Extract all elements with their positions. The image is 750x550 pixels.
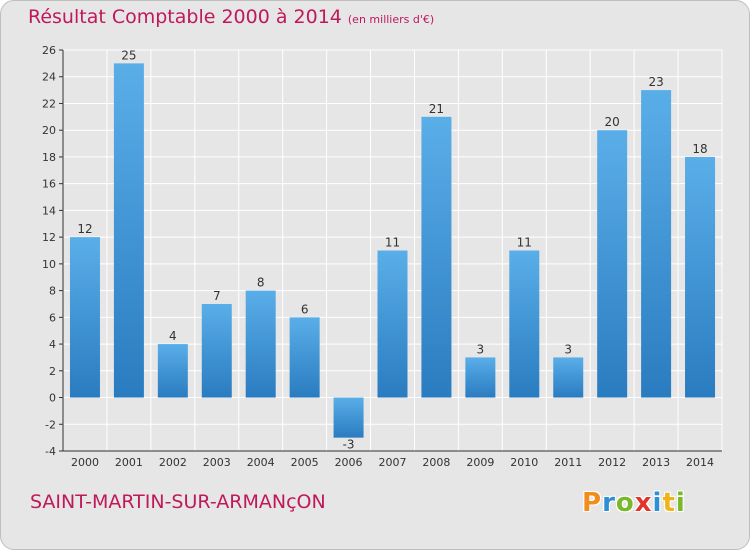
y-tick-label: -2 bbox=[45, 418, 56, 431]
x-tick-label: 2009 bbox=[466, 456, 494, 469]
x-tick-label: 2000 bbox=[71, 456, 99, 469]
value-label: 8 bbox=[257, 276, 265, 290]
value-label: 11 bbox=[517, 236, 532, 250]
y-tick-label: 14 bbox=[42, 204, 56, 217]
y-tick-label: 24 bbox=[42, 71, 56, 84]
y-tick: 10 bbox=[42, 258, 63, 271]
y-tick-label: 0 bbox=[49, 392, 56, 405]
y-tick-label: 16 bbox=[42, 178, 56, 191]
value-label: 4 bbox=[169, 329, 177, 343]
y-tick: -2 bbox=[45, 418, 63, 431]
x-tick-label: 2011 bbox=[554, 456, 582, 469]
x-tick-label: 2012 bbox=[598, 456, 626, 469]
y-tick: 24 bbox=[42, 71, 63, 84]
bar-2004 bbox=[245, 290, 276, 398]
y-tick-label: 18 bbox=[42, 151, 56, 164]
bar-2013 bbox=[641, 90, 672, 398]
y-tick-label: 4 bbox=[49, 338, 56, 351]
value-label: 7 bbox=[213, 289, 221, 303]
value-label: 18 bbox=[692, 142, 707, 156]
y-tick-label: 6 bbox=[49, 311, 56, 324]
bar-2002 bbox=[157, 344, 188, 398]
bar-2005 bbox=[289, 317, 320, 398]
x-tick-label: 2001 bbox=[115, 456, 143, 469]
value-label: 11 bbox=[385, 236, 400, 250]
x-tick-label: 2003 bbox=[203, 456, 231, 469]
logo-letter: i bbox=[652, 488, 663, 518]
bar-2003 bbox=[201, 303, 232, 398]
bar-2001 bbox=[113, 63, 144, 398]
value-label: 3 bbox=[477, 342, 485, 356]
y-tick: 14 bbox=[42, 204, 63, 217]
y-tick: 18 bbox=[42, 151, 63, 164]
logo-letter: x bbox=[634, 488, 653, 518]
y-tick: 26 bbox=[42, 44, 63, 57]
labels: 12 2000 25 2001 4 2002 7 2003 8 2004 6 2005 -3 2006 11… bbox=[71, 48, 714, 469]
y-tick: 0 bbox=[49, 392, 63, 405]
value-label: 25 bbox=[121, 48, 136, 62]
chart-subtitle: (en milliers d'€) bbox=[347, 13, 435, 26]
y-tick-label: 12 bbox=[42, 231, 56, 244]
x-tick-label: 2004 bbox=[247, 456, 275, 469]
x-tick-label: 2006 bbox=[335, 456, 363, 469]
value-label: 21 bbox=[429, 102, 444, 116]
y-tick-label: 26 bbox=[42, 44, 56, 57]
y-tick: 4 bbox=[49, 338, 63, 351]
y-tick-label: -4 bbox=[45, 445, 56, 458]
x-tick-label: 2005 bbox=[291, 456, 319, 469]
bar-2012 bbox=[597, 130, 628, 398]
x-tick-label: 2013 bbox=[642, 456, 670, 469]
y-tick: -4 bbox=[45, 445, 63, 458]
value-label: 6 bbox=[301, 302, 309, 316]
bar-2009 bbox=[465, 357, 496, 398]
value-label: 20 bbox=[605, 115, 620, 129]
logo-letter: t bbox=[662, 488, 676, 518]
chart-title-text: Résultat Comptable 2000 à 2014 bbox=[28, 6, 342, 28]
value-label: 12 bbox=[77, 222, 92, 236]
y-tick-label: 20 bbox=[42, 124, 56, 137]
bar-2008 bbox=[421, 116, 452, 398]
value-label: -3 bbox=[343, 438, 355, 452]
y-tick-label: 10 bbox=[42, 258, 56, 271]
x-tick-label: 2014 bbox=[686, 456, 714, 469]
y-tick: 6 bbox=[49, 311, 63, 324]
bar-2010 bbox=[509, 250, 540, 398]
bar-2014 bbox=[685, 156, 716, 398]
bar-2007 bbox=[377, 250, 408, 398]
proxiti-logo: Proxiti bbox=[582, 488, 686, 518]
x-tick-label: 2007 bbox=[379, 456, 407, 469]
logo-letter: i bbox=[675, 488, 686, 518]
bar-2006 bbox=[333, 397, 364, 438]
bar-2011 bbox=[553, 357, 584, 398]
x-tick-label: 2008 bbox=[422, 456, 450, 469]
y-tick: 12 bbox=[42, 231, 63, 244]
value-label: 3 bbox=[564, 342, 572, 356]
commune-name: SAINT-MARTIN-SUR-ARMANçON bbox=[30, 491, 326, 513]
x-tick-label: 2010 bbox=[510, 456, 538, 469]
logo-letter: P bbox=[582, 488, 603, 518]
x-tick-label: 2002 bbox=[159, 456, 187, 469]
y-tick-label: 2 bbox=[49, 365, 56, 378]
y-tick-label: 8 bbox=[49, 285, 56, 298]
y-tick: 2 bbox=[49, 365, 63, 378]
bar-2000 bbox=[69, 237, 100, 398]
y-tick-label: 22 bbox=[42, 97, 56, 110]
y-tick: 16 bbox=[42, 178, 63, 191]
logo-letter: o bbox=[615, 488, 635, 518]
chart-title: Résultat Comptable 2000 à 2014 (en millie… bbox=[28, 6, 434, 28]
y-tick: 22 bbox=[42, 97, 63, 110]
bars bbox=[69, 63, 716, 438]
y-tick: 8 bbox=[49, 285, 63, 298]
logo-letter: r bbox=[602, 488, 616, 518]
y-tick: 20 bbox=[42, 124, 63, 137]
value-label: 23 bbox=[648, 75, 663, 89]
